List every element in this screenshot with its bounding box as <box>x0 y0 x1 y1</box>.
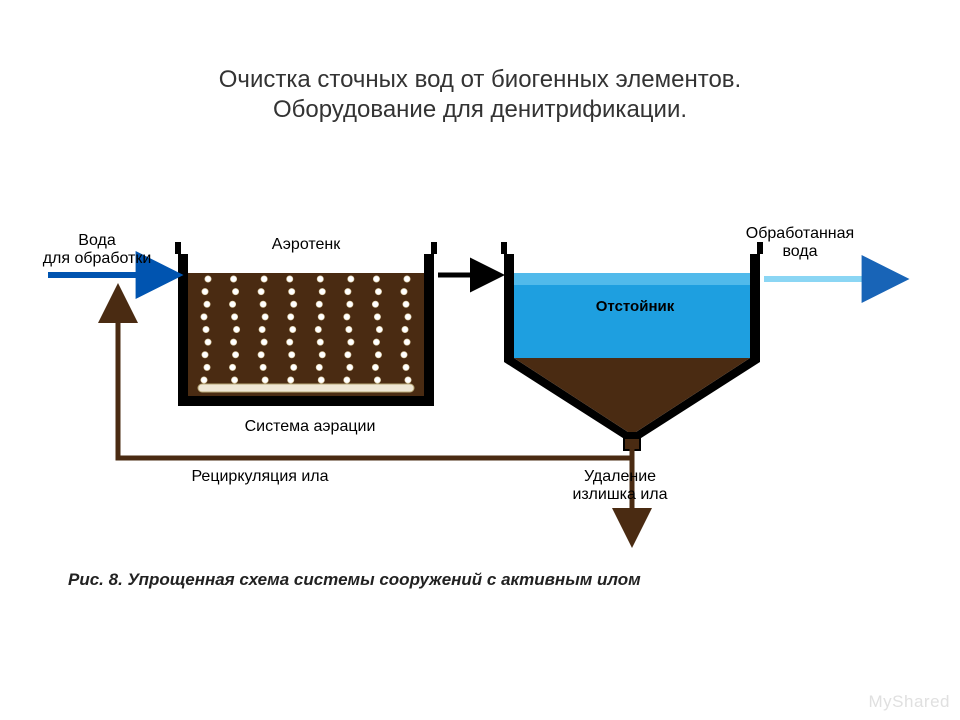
label-sludge-recirc: Рециркуляция ила <box>160 468 360 486</box>
diagram-stage: Очистка сточных вод от биогенных элемент… <box>0 0 960 720</box>
label-aeration-tank: Аэротенк <box>256 236 356 254</box>
label-aeration-system: Система аэрации <box>230 418 390 436</box>
label-settler: Отстойник <box>580 298 690 315</box>
label-treated-water: Обработаннаявода <box>720 225 880 262</box>
label-sludge-removal: Удалениеизлишка ила <box>540 468 700 505</box>
process-diagram <box>0 0 960 720</box>
figure-caption: Рис. 8. Упрощенная схема системы сооруже… <box>68 570 641 590</box>
watermark: MyShared <box>869 692 950 712</box>
label-input-water: Водадля обработки <box>32 232 162 269</box>
